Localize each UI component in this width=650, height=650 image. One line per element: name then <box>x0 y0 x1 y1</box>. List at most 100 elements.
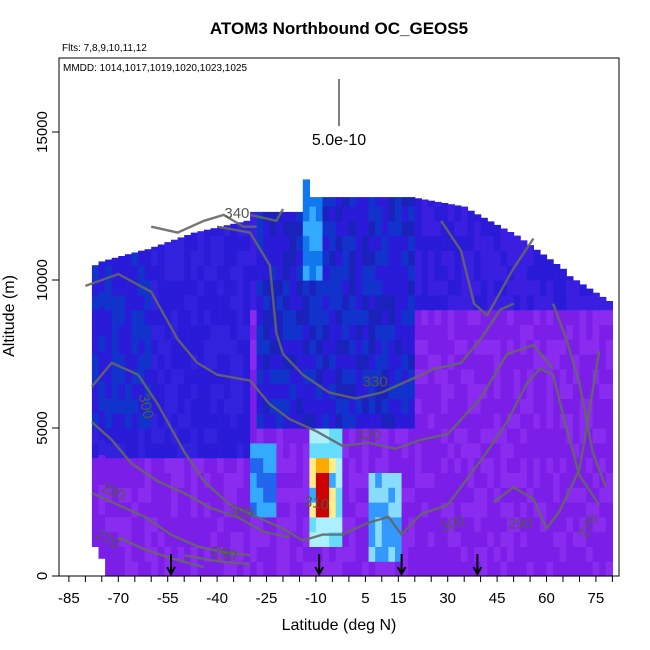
heatmap-cell <box>414 546 422 562</box>
heatmap-cell <box>441 516 449 533</box>
heatmap-cell <box>256 413 264 429</box>
x-axis: -85 -70 -55 -40 -25 -10 5 15 30 45 60 75 <box>58 576 613 607</box>
heatmap-cell <box>381 339 389 355</box>
x-tick-label: 45 <box>489 590 506 607</box>
heatmap-cell <box>414 457 422 473</box>
heatmap-cell <box>546 324 554 340</box>
heatmap-cell <box>217 235 225 251</box>
heatmap-cell <box>276 280 284 296</box>
heatmap-cell <box>355 487 363 503</box>
dates-label: MMDD: 1014,1017,1019,1020,1023,1025 <box>63 63 247 74</box>
heatmap-cell <box>184 324 192 340</box>
heatmap-cell <box>98 306 106 322</box>
heatmap-cell <box>546 265 554 281</box>
heatmap-cell <box>131 531 139 547</box>
heatmap-cell <box>111 546 119 562</box>
heatmap-cell <box>98 277 106 293</box>
heatmap-cell <box>447 561 455 577</box>
heatmap-cell <box>315 457 324 473</box>
heatmap-cell <box>210 354 218 370</box>
heatmap-cell <box>335 516 343 533</box>
heatmap-cell <box>467 531 475 547</box>
heatmap-cell <box>434 309 442 325</box>
heatmap-cell <box>414 294 422 311</box>
heatmap-cell <box>269 487 277 503</box>
heatmap-cell <box>599 487 607 503</box>
heatmap-cell <box>111 398 119 414</box>
heatmap-cell <box>572 294 581 311</box>
heatmap-cell <box>348 280 357 296</box>
heatmap-cell <box>111 309 119 325</box>
heatmap-cell <box>421 250 429 266</box>
heatmap-cell <box>474 383 482 399</box>
heatmap-cell <box>276 324 284 340</box>
heatmap-cell <box>243 265 251 281</box>
heatmap-cell <box>454 354 462 370</box>
heatmap-cell <box>421 442 429 459</box>
heatmap-cell <box>243 442 251 459</box>
heatmap-cell <box>513 516 521 533</box>
heatmap-cell <box>111 257 119 266</box>
heatmap-cell <box>355 339 363 355</box>
heatmap-cell <box>474 368 482 385</box>
heatmap-cell <box>375 294 383 311</box>
heatmap-cell <box>553 264 561 266</box>
heatmap-cell <box>164 242 172 251</box>
heatmap-cell <box>171 442 179 459</box>
heatmap-cell <box>553 265 561 281</box>
heatmap-cell <box>355 324 363 340</box>
heatmap-cell <box>421 309 429 325</box>
heatmap-cell <box>500 339 508 355</box>
heatmap-cell <box>395 197 403 207</box>
heatmap-cell <box>401 398 409 414</box>
heatmap-cell <box>388 250 396 266</box>
heatmap-cell <box>500 235 508 251</box>
heatmap-cell <box>474 442 482 459</box>
heatmap-cell <box>105 368 113 385</box>
heatmap-cell <box>329 220 337 237</box>
heatmap-cell <box>315 339 324 355</box>
heatmap-cell <box>329 265 337 281</box>
contour-label: 330 <box>363 374 388 391</box>
heatmap-cell <box>105 561 113 577</box>
heatmap-cell <box>526 265 534 281</box>
heatmap-cell <box>236 280 245 296</box>
heatmap-cell <box>566 339 574 355</box>
heatmap-cell <box>289 487 297 503</box>
heatmap-cell <box>368 220 376 237</box>
heatmap-cell <box>190 546 198 562</box>
heatmap-cell <box>408 442 416 459</box>
heatmap-cell <box>467 339 475 355</box>
heatmap-cell <box>579 339 587 355</box>
heatmap-cell <box>315 472 324 488</box>
heatmap-cell <box>408 309 416 325</box>
heatmap-cell <box>605 516 613 533</box>
heatmap-cell <box>559 561 567 577</box>
heatmap-cell <box>414 235 422 251</box>
heatmap-cell <box>236 324 245 340</box>
heatmap-cell <box>533 413 541 429</box>
heatmap-cell <box>421 413 429 429</box>
heatmap-cell <box>342 206 350 222</box>
heatmap-cell <box>487 457 495 473</box>
heatmap-cell <box>151 354 159 370</box>
heatmap-cell <box>184 531 192 547</box>
heatmap-cell <box>533 324 541 340</box>
heatmap-cell <box>151 294 159 311</box>
heatmap-cell <box>533 531 541 547</box>
heatmap-cell <box>342 472 350 488</box>
heatmap-cell <box>342 561 350 577</box>
heatmap-cell <box>276 561 284 577</box>
heatmap-cell <box>289 368 297 385</box>
heatmap-cell <box>236 294 245 311</box>
heatmap-cell <box>362 309 370 325</box>
heatmap-cell <box>322 339 330 355</box>
heatmap-cell <box>355 457 363 473</box>
heatmap-cell <box>342 235 350 251</box>
heatmap-cell <box>329 206 337 222</box>
heatmap-cell <box>487 428 495 444</box>
heatmap-cell <box>539 413 548 429</box>
heatmap-cell <box>427 398 436 414</box>
heatmap-cell <box>171 265 179 281</box>
heatmap-cell <box>414 472 422 488</box>
